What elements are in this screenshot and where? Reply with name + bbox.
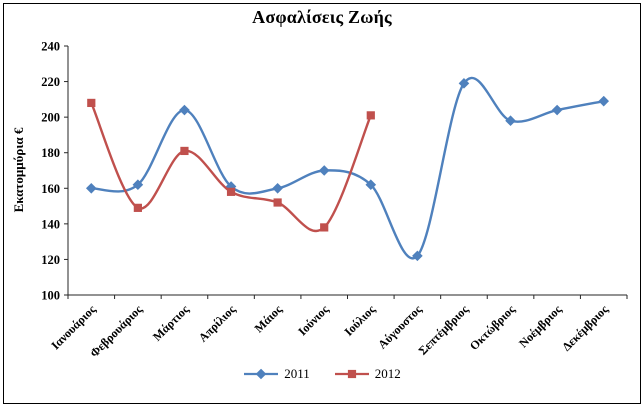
svg-text:Αύγουστος: Αύγουστος — [375, 302, 425, 352]
svg-text:Ιούνιος: Ιούνιος — [295, 302, 332, 339]
svg-text:Ιούλιος: Ιούλιος — [341, 302, 378, 339]
svg-text:Μάρτιος: Μάρτιος — [150, 302, 192, 344]
svg-text:220: 220 — [41, 75, 60, 89]
svg-text:100: 100 — [41, 289, 60, 303]
svg-text:Μάιος: Μάιος — [252, 302, 286, 336]
legend-marker-2012-icon — [334, 369, 369, 379]
legend: 2011 2012 — [0, 366, 644, 382]
legend-label-2012: 2012 — [374, 366, 401, 381]
svg-text:200: 200 — [41, 111, 60, 125]
svg-text:180: 180 — [41, 146, 60, 160]
chart-title: Ασφαλίσεις Ζωής — [252, 7, 392, 27]
legend-item-2012: 2012 — [334, 366, 401, 382]
legend-marker-2011-icon — [244, 368, 279, 380]
svg-text:Οκτώβριος: Οκτώβριος — [467, 302, 518, 353]
svg-text:160: 160 — [41, 182, 60, 196]
svg-text:240: 240 — [41, 40, 60, 54]
chart-frame — [3, 3, 641, 404]
legend-item-2011: 2011 — [243, 366, 310, 382]
legend-label-2011: 2011 — [284, 366, 310, 381]
svg-text:Δεκέμβριος: Δεκέμβριος — [559, 302, 611, 354]
svg-text:Απρίλιος: Απρίλιος — [196, 302, 239, 345]
svg-text:120: 120 — [41, 253, 60, 267]
svg-text:140: 140 — [41, 217, 60, 231]
svg-text:Νοέμβριος: Νοέμβριος — [516, 302, 565, 351]
svg-text:Σεπτέμβριος: Σεπτέμβριος — [416, 302, 472, 358]
